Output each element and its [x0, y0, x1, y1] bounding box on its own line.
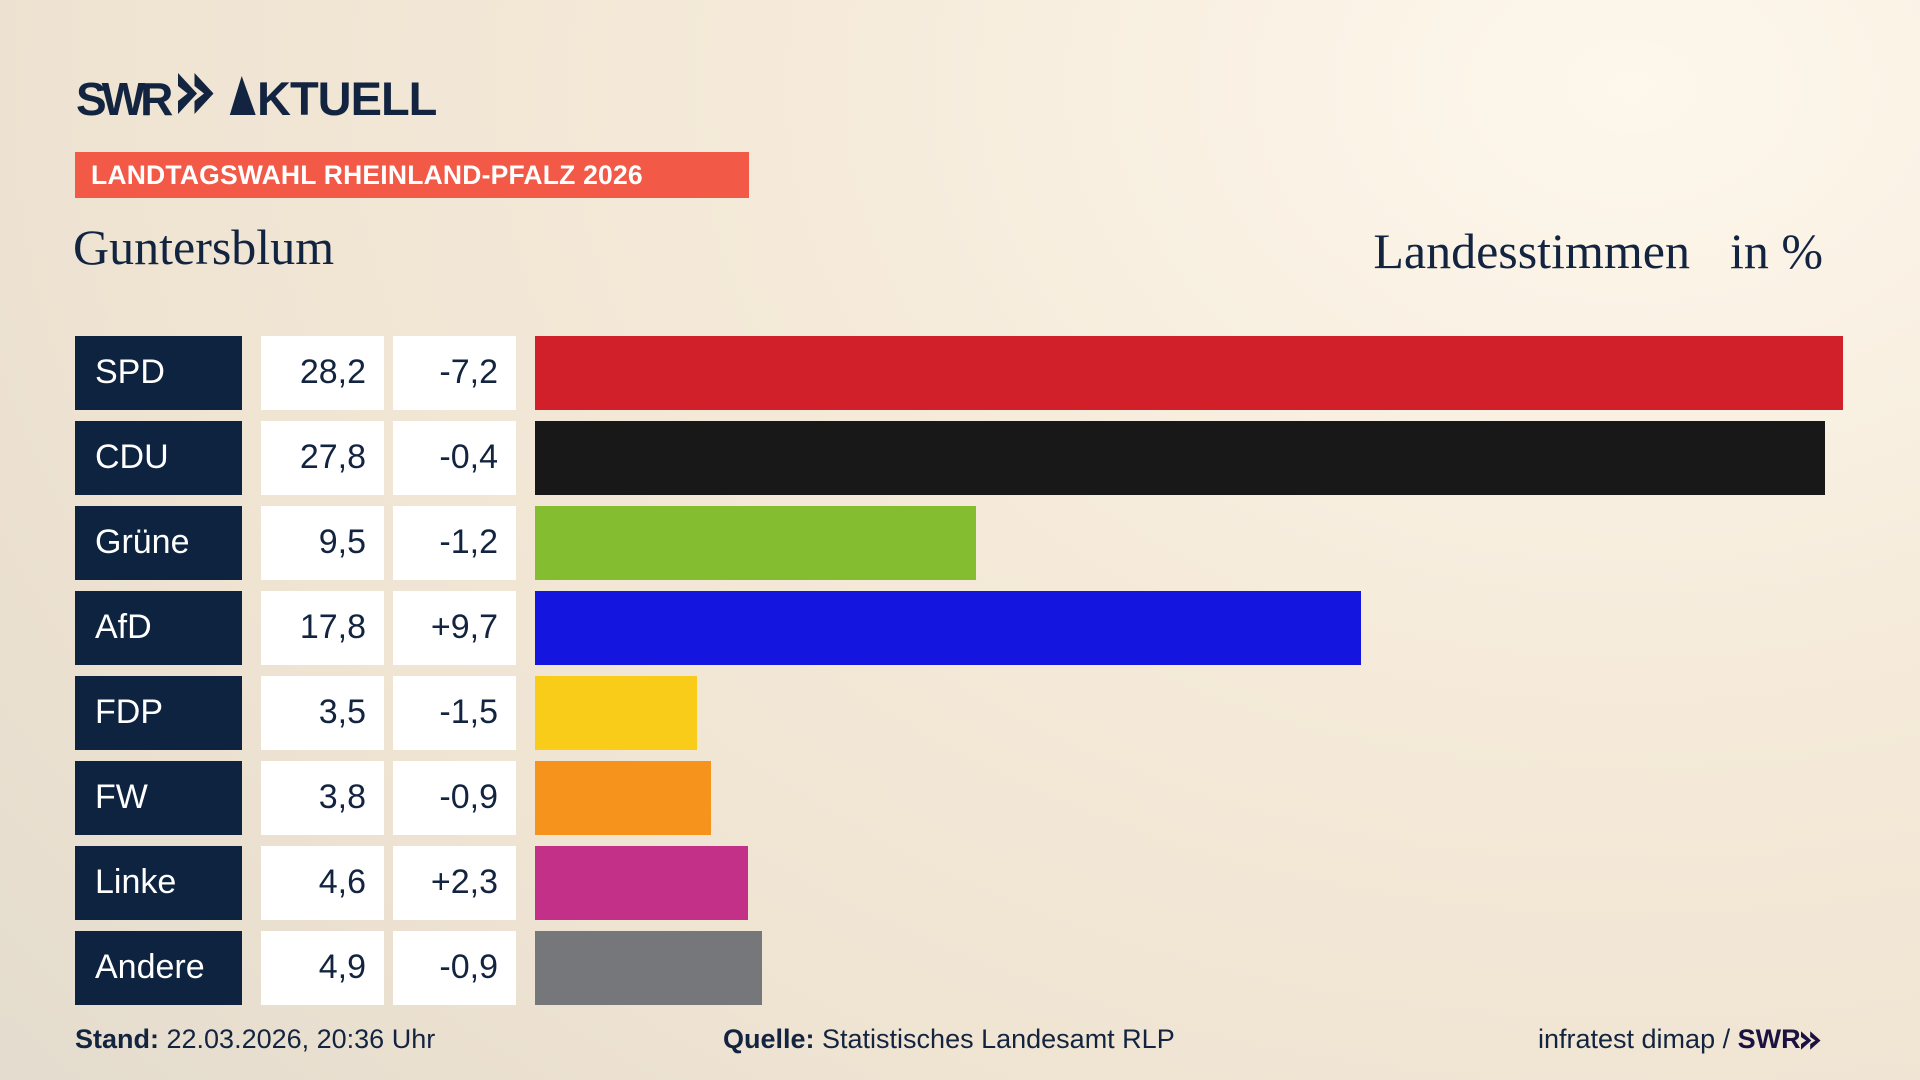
svg-text:SWR: SWR	[76, 73, 173, 125]
svg-text:KTUELL: KTUELL	[257, 72, 437, 125]
